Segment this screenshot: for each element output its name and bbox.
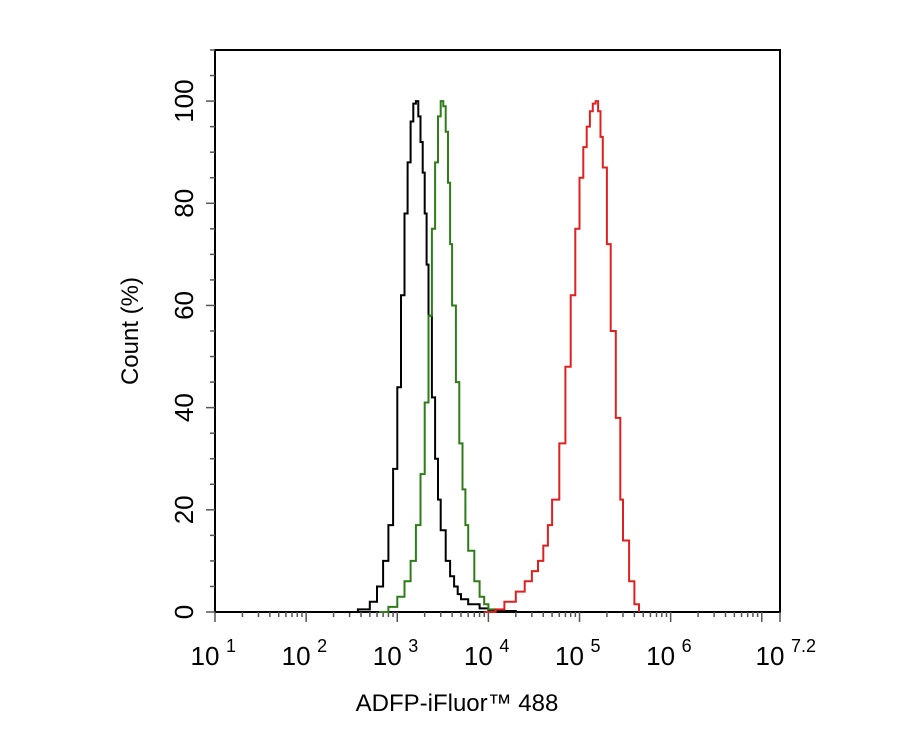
x-axis-title: ADFP-iFluor™ 488: [356, 690, 559, 717]
x-axis-ticks: 10 1 10 2 10 3 10 4 10 5 10 6 10 7.2: [191, 612, 816, 671]
x-tick-exponent: 6: [682, 636, 692, 656]
plot-frame: [214, 49, 781, 613]
y-tick-label: 80: [169, 189, 199, 218]
x-tick-label: 10: [756, 641, 785, 671]
x-tick-label: 10: [646, 641, 675, 671]
x-tick-label: 10: [555, 641, 584, 671]
x-tick-exponent: 3: [408, 636, 418, 656]
x-tick-label: 10: [282, 641, 311, 671]
x-tick-label: 10: [373, 641, 402, 671]
series-line-2: [379, 100, 497, 613]
y-tick-label: 40: [169, 393, 199, 422]
x-tick-exponent: 4: [499, 636, 509, 656]
x-tick-label: 10: [191, 641, 220, 671]
y-tick-label: 0: [169, 605, 199, 619]
y-tick-label: 100: [169, 79, 199, 122]
series-lines: [345, 100, 640, 613]
x-tick-exponent: 1: [226, 636, 236, 656]
x-tick-exponent: 2: [317, 636, 327, 656]
series-line-3: [484, 100, 640, 613]
x-tick-exponent: 5: [591, 636, 601, 656]
series-line-1: [345, 100, 517, 613]
y-axis-ticks: 0 20 40 60 80 100: [169, 49, 215, 619]
y-tick-label: 60: [169, 291, 199, 320]
x-tick-label: 10: [464, 641, 493, 671]
y-tick-label: 20: [169, 495, 199, 524]
y-axis-title: Count (%): [117, 277, 144, 385]
x-tick-exponent: 7.2: [791, 636, 816, 656]
